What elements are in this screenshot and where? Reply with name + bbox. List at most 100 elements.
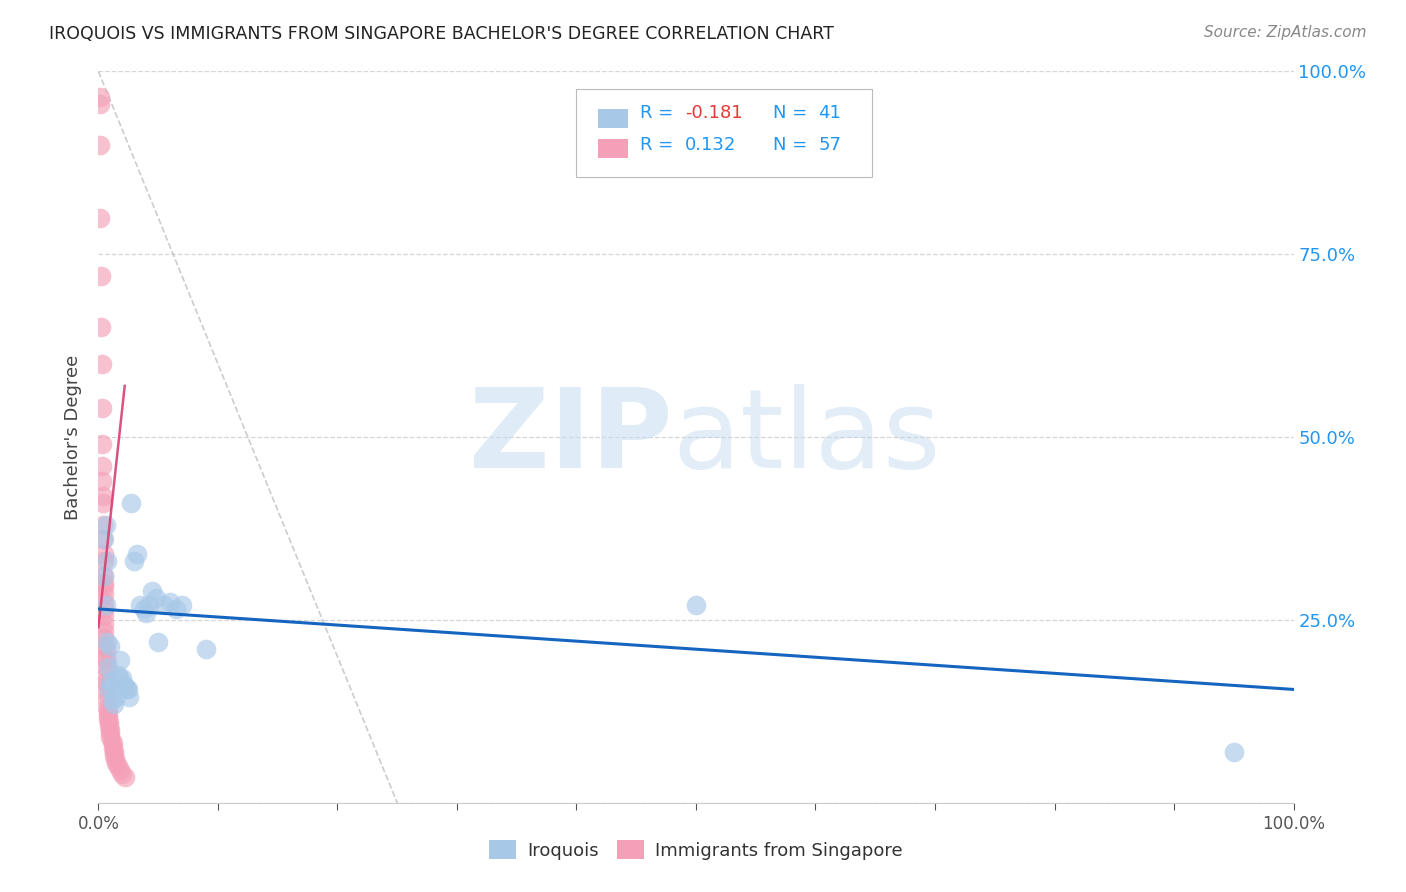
Point: [96, 686, 118, 700]
Point: [91, 496, 114, 510]
Point: [91, 517, 114, 532]
Point: [93, 616, 115, 631]
Point: [107, 759, 129, 773]
Text: IROQUOIS VS IMMIGRANTS FROM SINGAPORE BACHELOR'S DEGREE CORRELATION CHART: IROQUOIS VS IMMIGRANTS FROM SINGAPORE BA…: [49, 25, 834, 43]
Point: [94, 653, 117, 667]
Point: [107, 672, 129, 686]
Point: [93, 594, 115, 608]
Text: atlas: atlas: [672, 384, 941, 491]
Point: [96, 700, 118, 714]
Point: [93, 609, 115, 624]
Point: [105, 690, 128, 704]
Point: [98, 726, 122, 740]
Point: [172, 599, 194, 613]
Point: [101, 737, 124, 751]
Point: [111, 672, 134, 686]
Text: 57: 57: [818, 136, 841, 153]
Point: [104, 752, 127, 766]
Point: [685, 599, 707, 613]
Point: [98, 719, 121, 733]
Point: [120, 496, 142, 510]
Point: [93, 576, 115, 591]
Point: [93, 533, 115, 547]
Point: [93, 587, 115, 601]
Point: [141, 583, 163, 598]
Point: [112, 679, 135, 693]
Point: [93, 624, 115, 638]
Point: [94, 660, 117, 674]
Point: [103, 745, 125, 759]
Point: [91, 357, 114, 371]
Point: [101, 740, 124, 755]
Point: [101, 679, 124, 693]
Point: [114, 770, 136, 784]
Point: [93, 632, 115, 646]
Point: [94, 517, 117, 532]
Point: [165, 602, 187, 616]
Text: Source: ZipAtlas.com: Source: ZipAtlas.com: [1204, 25, 1367, 40]
Point: [153, 599, 176, 613]
Text: R =: R =: [640, 136, 679, 153]
Point: [97, 705, 120, 719]
Text: ZIP: ZIP: [468, 384, 672, 491]
Point: [98, 675, 122, 690]
Point: [124, 554, 146, 568]
Text: -0.181: -0.181: [685, 104, 742, 122]
Point: [105, 756, 128, 770]
Point: [107, 667, 129, 681]
Point: [94, 599, 117, 613]
Y-axis label: Bachelor's Degree: Bachelor's Degree: [65, 354, 83, 520]
Point: [93, 547, 115, 561]
Point: [96, 693, 118, 707]
Text: 41: 41: [818, 104, 841, 122]
Point: [98, 723, 122, 737]
Point: [93, 602, 115, 616]
Point: [89, 211, 111, 225]
Point: [159, 594, 181, 608]
Point: [145, 591, 167, 605]
Point: [93, 569, 115, 583]
Point: [108, 653, 131, 667]
Point: [90, 269, 112, 284]
Point: [89, 90, 111, 104]
Point: [132, 602, 155, 616]
Point: [93, 580, 115, 594]
Point: [91, 474, 114, 488]
Point: [89, 97, 111, 112]
Point: [89, 137, 111, 152]
Point: [96, 554, 118, 568]
Point: [98, 639, 122, 653]
Point: [96, 635, 118, 649]
Point: [103, 697, 125, 711]
Point: [114, 679, 136, 693]
Point: [100, 693, 122, 707]
Point: [195, 642, 218, 657]
Point: [91, 401, 114, 415]
Point: [93, 554, 115, 568]
Point: [138, 599, 160, 613]
Point: [148, 635, 170, 649]
Point: [91, 533, 114, 547]
Point: [98, 715, 121, 730]
Point: [90, 320, 112, 334]
Point: [115, 682, 138, 697]
Point: [94, 675, 117, 690]
Point: [97, 660, 120, 674]
Text: R =: R =: [640, 104, 679, 122]
Point: [91, 437, 114, 451]
Point: [94, 667, 117, 681]
Point: [97, 708, 120, 723]
Text: N =: N =: [773, 104, 813, 122]
Point: [96, 679, 118, 693]
Point: [94, 642, 117, 657]
Point: [98, 682, 121, 697]
Point: [103, 748, 125, 763]
Point: [135, 606, 157, 620]
Point: [91, 489, 114, 503]
Point: [97, 712, 120, 726]
Point: [129, 599, 152, 613]
Point: [111, 766, 134, 780]
Point: [93, 569, 115, 583]
Point: [125, 547, 148, 561]
Text: 0.132: 0.132: [685, 136, 737, 153]
